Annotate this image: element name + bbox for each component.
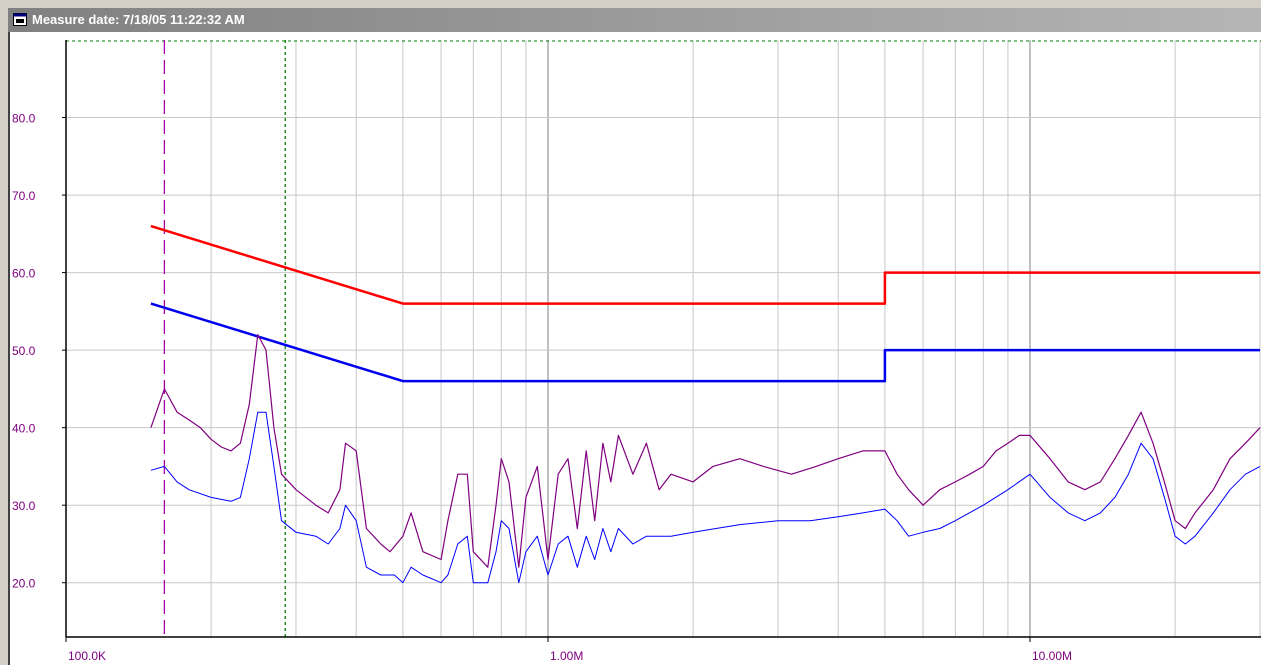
- limit-line-average: [150, 302, 1260, 383]
- y-tick-label: 80.0: [12, 112, 36, 126]
- grid-lines: [65, 40, 1261, 637]
- window-titlebar[interactable]: Measure date: 7/18/05 11:22:32 AM: [8, 8, 1261, 32]
- x-tick-label: 1.00M: [550, 649, 583, 663]
- y-tick-label: 20.0: [12, 577, 36, 591]
- y-tick-label: 70.0: [12, 189, 36, 203]
- x-tick-label: 100.0K: [68, 649, 106, 663]
- y-tick-label: 50.0: [12, 344, 36, 358]
- limit-line-quasi-peak: [150, 224, 1260, 305]
- measured-trace-peak: [150, 334, 1261, 568]
- window-title: Measure date: 7/18/05 11:22:32 AM: [32, 12, 245, 27]
- data-series: [150, 224, 1261, 584]
- chart-area: [8, 32, 1261, 665]
- y-tick-labels: 20.0 30.0 40.0 50.0 60.0 70.0 80.0: [12, 112, 66, 591]
- window-app-icon[interactable]: [13, 13, 27, 26]
- y-tick-label: 60.0: [12, 267, 36, 281]
- x-tick-labels: 100.0K 1.00M 10.00M: [65, 637, 1072, 663]
- axes: [65, 40, 1261, 638]
- y-tick-label: 40.0: [12, 422, 36, 436]
- x-tick-label: 10.00M: [1032, 649, 1072, 663]
- y-tick-label: 30.0: [12, 499, 36, 513]
- measured-trace-average: [150, 411, 1261, 584]
